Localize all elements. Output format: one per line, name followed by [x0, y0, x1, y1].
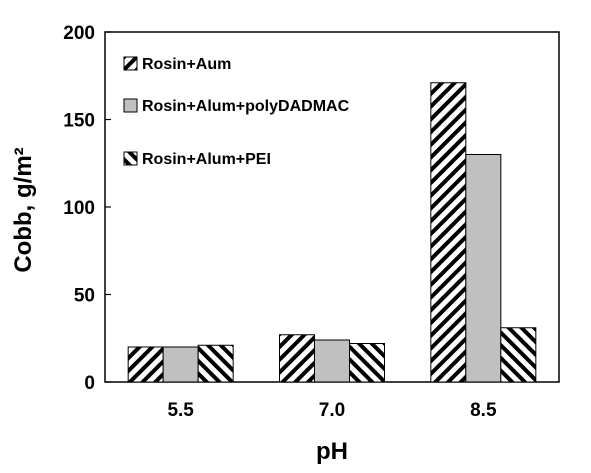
y-tick-label: 0 [84, 373, 95, 394]
y-axis-ticks: 0 50 100 150 200 [63, 23, 111, 394]
legend-label: Rosin+Alum+polyDADMAC [142, 98, 350, 115]
legend-swatch [123, 56, 138, 71]
bar-3-7-0 [349, 343, 385, 383]
x-axis-ticks: 5.5 7.0 8.5 [167, 400, 497, 421]
bar-2-7-0 [314, 339, 350, 383]
x-tick-label: 7.0 [319, 400, 345, 421]
x-tick-label: 8.5 [470, 400, 497, 421]
y-tick-label: 100 [63, 198, 95, 219]
y-axis-title: Cobb, g/m² [10, 147, 37, 272]
bar-3-5-5 [197, 344, 234, 383]
y-tick-label: 200 [63, 23, 95, 44]
bar-1-8-5 [430, 82, 467, 383]
legend-label: Rosin+Alum+PEI [142, 151, 271, 168]
x-axis-title: pH [316, 438, 348, 465]
y-tick-label: 50 [74, 286, 95, 307]
bar-1-7-0 [279, 334, 315, 383]
bars-group [127, 82, 537, 383]
legend-swatch [123, 151, 138, 166]
x-tick-label: 5.5 [167, 400, 194, 421]
legend-swatch [123, 98, 138, 113]
legend: Rosin+Aum Rosin+Alum+polyDADMAC Rosin+Alum… [123, 56, 350, 168]
legend-label: Rosin+Aum [142, 56, 231, 73]
bar-2-8-5 [465, 154, 502, 383]
bar-2-5-5 [162, 346, 199, 383]
bar-1-5-5 [127, 346, 164, 383]
bar-3-8-5 [500, 327, 537, 383]
y-tick-label: 150 [63, 111, 95, 132]
